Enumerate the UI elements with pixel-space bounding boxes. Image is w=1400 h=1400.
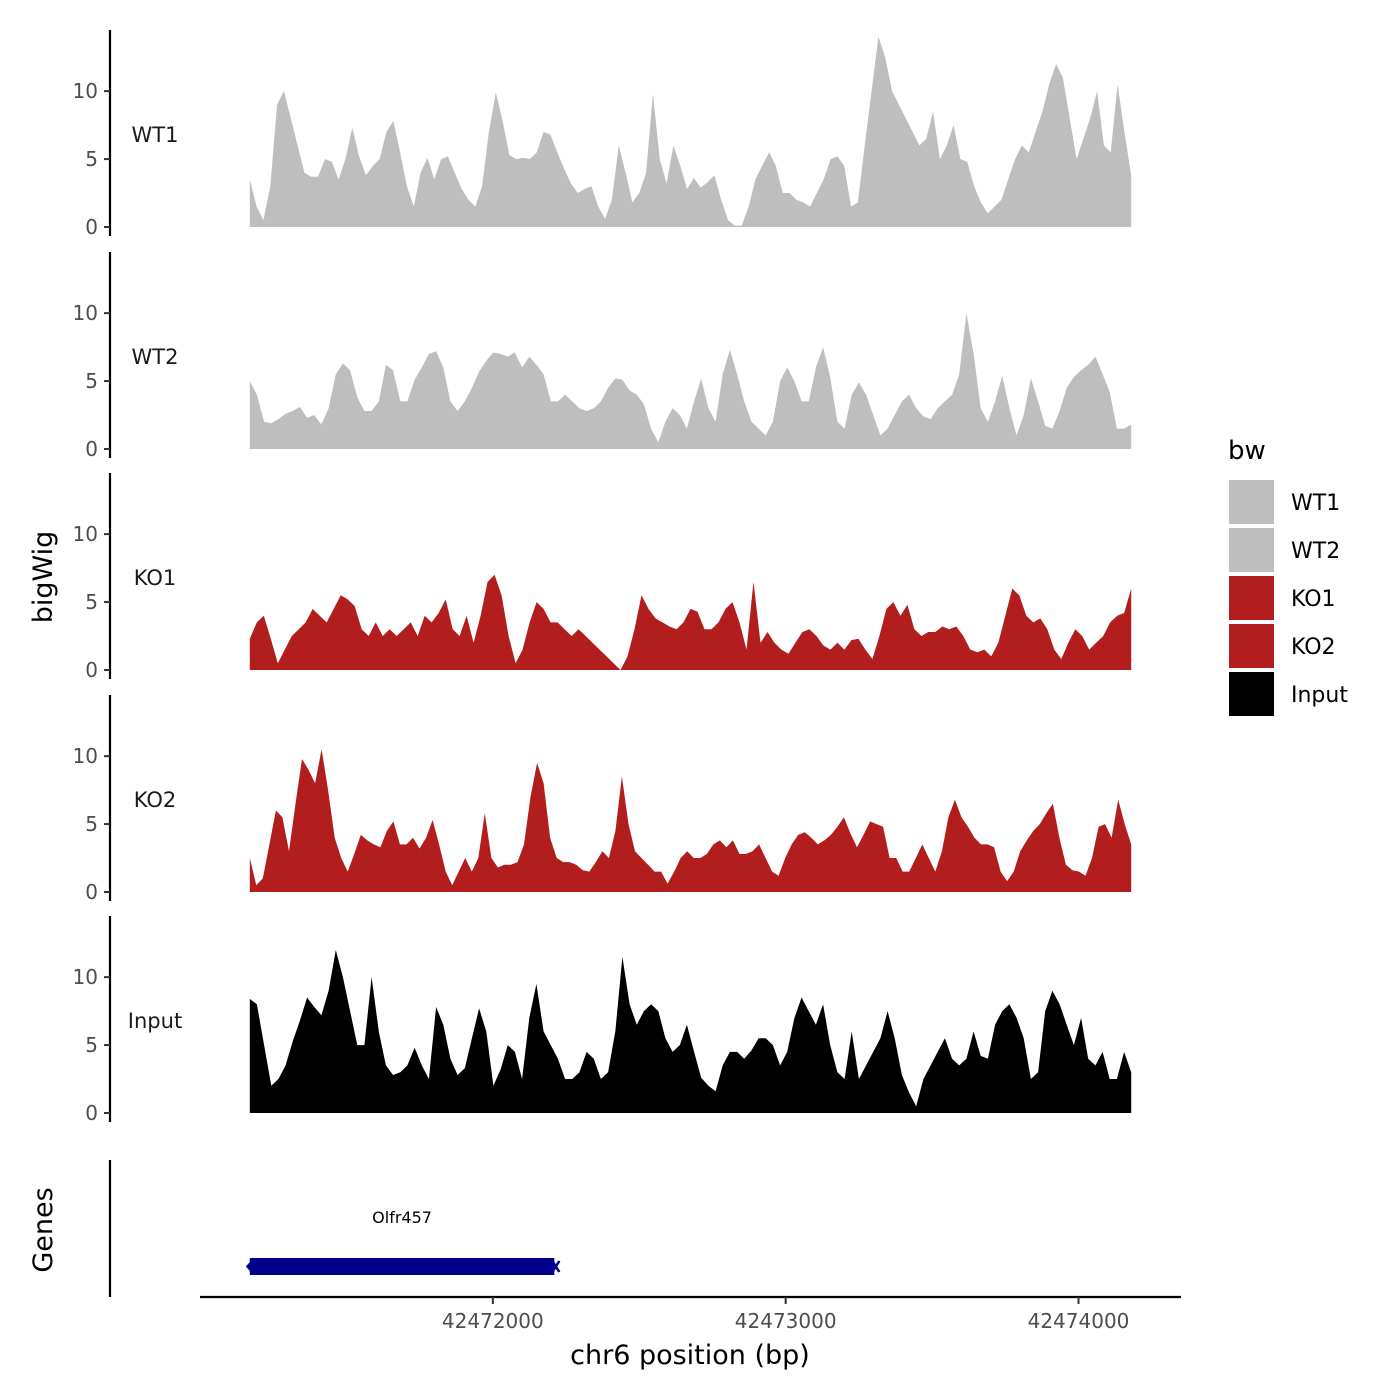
gene-label: Olfr457 xyxy=(372,1208,432,1227)
y-tick-label: 0 xyxy=(85,880,98,904)
legend-swatch xyxy=(1229,480,1274,524)
area-ko2 xyxy=(249,749,1132,892)
track-ko1: 0 5 10 KO1 xyxy=(73,473,1132,682)
track-wt1: 0 5 10 WT1 xyxy=(73,30,1132,239)
track-label: WT1 xyxy=(132,123,179,147)
x-axis: 42472000 42473000 42474000 xyxy=(200,1295,1181,1333)
x-tick-label: 42474000 xyxy=(1028,1309,1130,1333)
area-input xyxy=(249,950,1132,1113)
gene-strand-arrow xyxy=(245,1258,255,1275)
track-label: WT2 xyxy=(132,345,179,369)
y-tick-label: 0 xyxy=(85,437,98,461)
track-wt2: 0 5 10 WT2 xyxy=(73,252,1132,461)
genes-track-title: Genes xyxy=(28,1187,59,1272)
y-axis-title: bigWig xyxy=(28,531,59,624)
y-tick-label: 5 xyxy=(85,590,98,614)
legend-label: Input xyxy=(1291,683,1348,708)
y-tick-label: 0 xyxy=(85,658,98,682)
legend-label: WT2 xyxy=(1291,539,1340,564)
legend-title: bw xyxy=(1228,436,1266,466)
y-tick-label: 0 xyxy=(85,215,98,239)
x-axis-title: chr6 position (bp) xyxy=(570,1340,810,1371)
gene-strand-arrow xyxy=(551,1260,561,1273)
area-wt1 xyxy=(249,36,1132,227)
gene-track: Olfr457 xyxy=(108,1160,561,1297)
legend-swatch xyxy=(1229,528,1274,572)
y-tick-label: 5 xyxy=(85,369,98,393)
track-input: 0 5 10 Input xyxy=(73,916,1132,1125)
bigwig-tracks: 0 5 10 WT1 0 5 10 WT2 0 5 10 KO1 0 5 10 KO2 0 5 10 Input xyxy=(73,30,1132,1125)
y-tick-label: 5 xyxy=(85,147,98,171)
track-label: KO1 xyxy=(134,566,177,590)
track-ko2: 0 5 10 KO2 xyxy=(73,695,1132,904)
track-label: Input xyxy=(128,1009,182,1033)
track-label: KO2 xyxy=(134,788,177,812)
y-tick-label: 5 xyxy=(85,812,98,836)
legend-swatch xyxy=(1229,576,1274,620)
legend-label: KO2 xyxy=(1291,635,1336,660)
y-tick-label: 10 xyxy=(73,79,98,103)
y-tick-label: 10 xyxy=(73,301,98,325)
legend-swatch xyxy=(1229,672,1274,716)
y-tick-label: 0 xyxy=(85,1101,98,1125)
y-tick-label: 10 xyxy=(73,965,98,989)
legend-label: WT1 xyxy=(1291,491,1340,516)
legend: bw WT1 WT2 KO1 KO2 Input xyxy=(1228,436,1348,716)
x-tick-label: 42473000 xyxy=(735,1309,837,1333)
legend-label: KO1 xyxy=(1291,587,1336,612)
area-wt2 xyxy=(249,313,1132,449)
gene-body xyxy=(249,1258,555,1275)
legend-swatch xyxy=(1229,624,1274,668)
y-tick-label: 5 xyxy=(85,1033,98,1057)
y-tick-label: 10 xyxy=(73,522,98,546)
y-tick-label: 10 xyxy=(73,744,98,768)
area-ko1 xyxy=(249,574,1132,670)
x-tick-label: 42472000 xyxy=(442,1309,544,1333)
